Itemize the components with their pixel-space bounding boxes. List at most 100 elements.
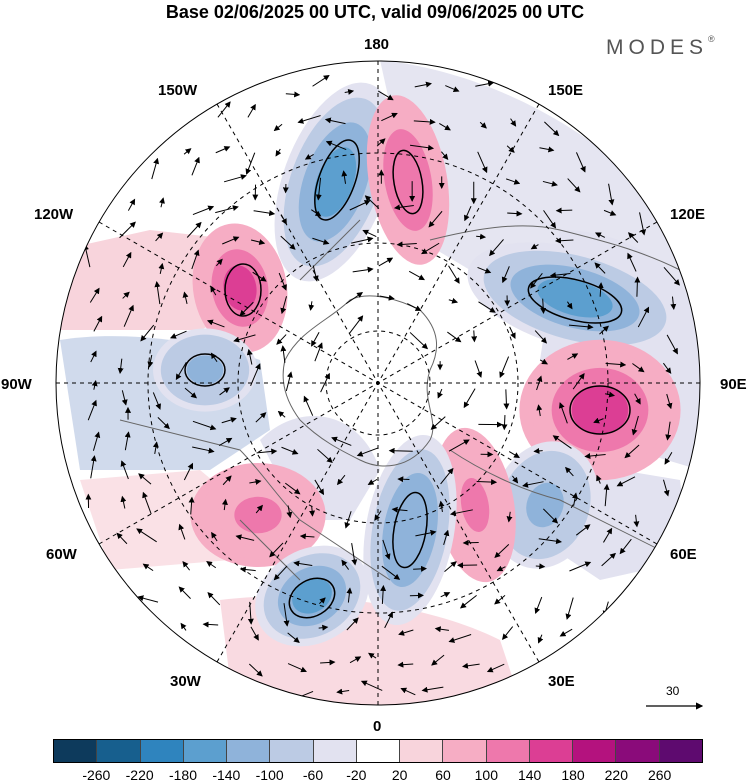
wind-arrow [250,626,259,641]
wind-arrow [522,481,544,488]
wind-arrow [381,565,401,580]
wind-arrow [247,103,256,118]
label-60w: 60W [46,546,77,563]
wind-arrow [552,435,572,449]
wind-arrow [89,287,100,303]
colorbar-swatch [529,740,574,762]
wind-arrow [93,315,103,332]
wind-arrow [152,441,159,455]
wind-arrow [211,531,218,542]
anomaly-fill-pos-45W [234,496,282,534]
anomaly-fill-neg-30W [292,578,332,614]
colorbar-swatch [400,740,444,762]
colorbar-tick-label: 260 [647,767,672,783]
wind-arrow [319,597,326,605]
wind-arrow [597,282,604,297]
wind-arrow [377,90,394,101]
wind-arrow [575,524,591,536]
wind-arrow [235,534,255,541]
wind-arrow [281,446,299,455]
wind-arrow [320,659,336,666]
wind-arrow [489,239,504,257]
wind-arrow [533,447,543,454]
wind-arrow [391,506,408,513]
colorbar-swatch [97,740,141,762]
wind-arrow [544,121,560,137]
wind-arrow [317,448,333,464]
wind-arrow [665,421,672,441]
wind-arrow [308,301,315,311]
wind-arrow [215,258,223,267]
wind-arrow [314,342,323,362]
wind-arrow [428,210,443,228]
wind-arrow [142,563,154,572]
wind-arrow [215,205,239,214]
colorbar-tick-label: 140 [517,767,542,783]
wind-arrow [437,388,443,399]
wind-arrow [663,267,680,286]
wind-arrow [367,478,378,486]
wind-arrow [384,611,393,629]
wind-arrow [415,529,437,537]
wind-arrow [219,387,230,396]
wind-arrow [206,319,225,328]
wind-arrow [280,235,296,250]
wind-arrow [542,180,558,187]
colorbar-swatch [659,740,702,762]
wind-arrow [448,265,460,284]
wind-arrow [413,565,428,572]
wind-arrow [122,251,132,268]
wind-arrow [248,663,263,677]
wind-arrow [336,688,350,695]
wind-arrow [349,656,362,664]
colorbar-tick-label: -20 [346,767,367,783]
wind-arrow [663,479,670,497]
colorbar-swatch [54,740,98,762]
wind-arrow [285,91,301,98]
wind-arrow [362,229,377,238]
wind-arrow [421,686,444,693]
colorbar-swatch [573,740,617,762]
wind-arrow [142,491,152,515]
wind-arrow [400,687,416,696]
wind-arrow [249,478,262,485]
modes-logo: MODES® [606,34,715,59]
wind-arrow [603,209,617,216]
wind-arrow [448,634,472,643]
wind-arrow [351,236,374,244]
colorbar-swatch [486,740,530,762]
wind-arrow [356,447,378,457]
wind-arrow [474,360,483,378]
wind-arrow [324,117,346,125]
wind-arrow [304,153,314,160]
wind-arrow [183,148,192,155]
wind-arrow [341,170,348,184]
wind-arrow [299,533,315,540]
wind-arrow [221,417,237,424]
wind-arrow [320,372,330,393]
wind-arrow [280,345,287,363]
wind-arrow [364,195,380,209]
wind-vectors [83,75,680,702]
wind-arrow [92,431,101,451]
wind-arrow [255,504,263,514]
wind-arrow [273,565,288,581]
wind-arrow [624,444,640,459]
wind-arrow [127,198,136,211]
wind-arrow [182,561,191,571]
wind-arrow [503,389,510,410]
wind-arrow [382,539,391,560]
wind-arrow [509,326,516,339]
wind-arrow [287,663,307,673]
wind-arrow [444,561,457,572]
wind-arrow [502,626,514,640]
wind-arrow [277,410,286,418]
wind-arrow [297,115,321,124]
wind-arrow [318,624,329,631]
wind-arrow [314,479,325,496]
wind-arrow [627,252,637,272]
wind-arrow [572,373,585,390]
colorbar-tick-label: -180 [168,767,198,783]
wind-arrow [280,296,287,315]
wind-arrow [170,330,187,339]
